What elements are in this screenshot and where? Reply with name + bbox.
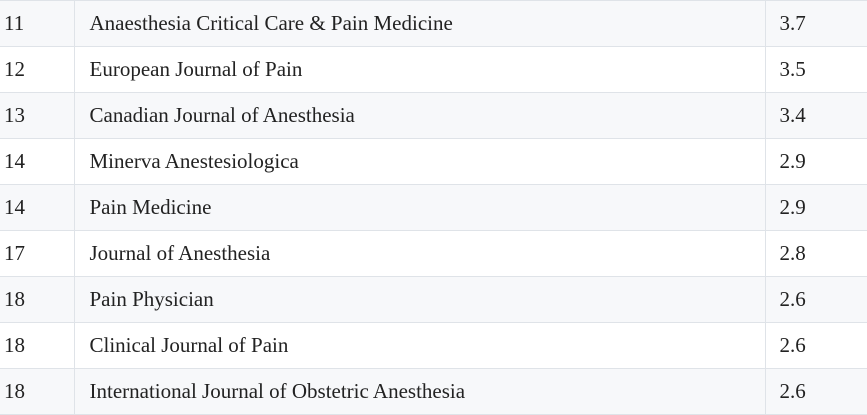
- journal-name-cell: European Journal of Pain: [73, 46, 766, 93]
- table-row: 14 Minerva Anestesiologica 2.9: [0, 138, 867, 185]
- rank-cell: 18: [0, 276, 75, 323]
- rank-cell: 12: [0, 46, 75, 93]
- table-row: 18 International Journal of Obstetric Ane…: [0, 368, 867, 415]
- score-cell: 2.9: [764, 184, 867, 231]
- rank-cell: 17: [0, 230, 75, 277]
- score-cell: 3.5: [764, 46, 867, 93]
- journal-name-cell: Minerva Anestesiologica: [73, 138, 766, 185]
- table-row: 14 Pain Medicine 2.9: [0, 184, 867, 231]
- rank-cell: 14: [0, 184, 75, 231]
- score-cell: 2.9: [764, 138, 867, 185]
- table-row: 11 Anaesthesia Critical Care & Pain Medic…: [0, 0, 867, 47]
- journal-name-cell: Pain Medicine: [73, 184, 766, 231]
- table-row: 18 Clinical Journal of Pain 2.6: [0, 322, 867, 369]
- journal-name-cell: Canadian Journal of Anesthesia: [73, 92, 766, 139]
- journal-name-cell: Pain Physician: [73, 276, 766, 323]
- journal-name-cell: International Journal of Obstetric Anest…: [73, 368, 766, 415]
- score-cell: 2.6: [764, 322, 867, 369]
- rank-cell: 18: [0, 322, 75, 369]
- rank-cell: 13: [0, 92, 75, 139]
- table-row: 18 Pain Physician 2.6: [0, 276, 867, 323]
- journal-name-cell: Clinical Journal of Pain: [73, 322, 766, 369]
- journal-name-cell: Journal of Anesthesia: [73, 230, 766, 277]
- rank-cell: 18: [0, 368, 75, 415]
- table-row: 12 European Journal of Pain 3.5: [0, 46, 867, 93]
- score-cell: 2.6: [764, 368, 867, 415]
- table-row: 13 Canadian Journal of Anesthesia 3.4: [0, 92, 867, 139]
- rank-cell: 11: [0, 0, 75, 47]
- rank-cell: 14: [0, 138, 75, 185]
- score-cell: 2.8: [764, 230, 867, 277]
- score-cell: 3.7: [764, 0, 867, 47]
- journal-name-cell: Anaesthesia Critical Care & Pain Medicin…: [73, 0, 766, 47]
- score-cell: 3.4: [764, 92, 867, 139]
- score-cell: 2.6: [764, 276, 867, 323]
- table-row: 17 Journal of Anesthesia 2.8: [0, 230, 867, 277]
